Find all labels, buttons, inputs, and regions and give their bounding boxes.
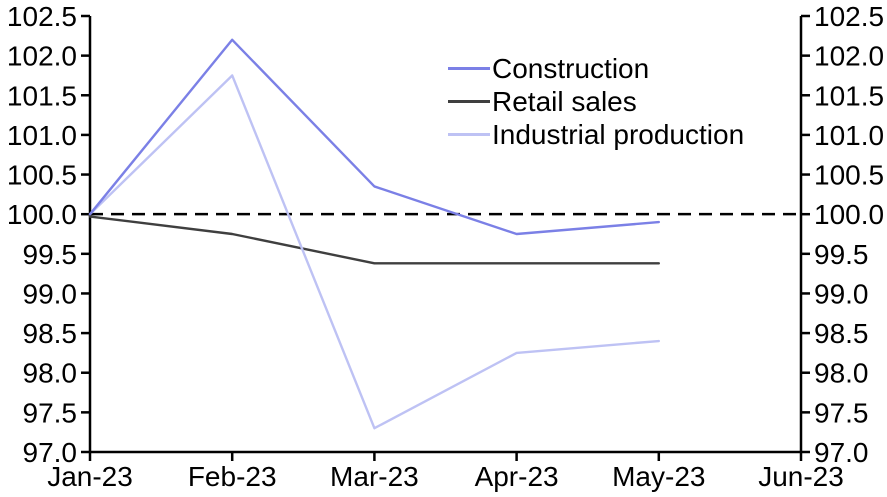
x-tick-label: Apr-23 (475, 461, 559, 492)
y-tick-label-right: 101.5 (814, 80, 884, 111)
y-tick-label-left: 100.5 (7, 160, 77, 191)
y-tick-label-left: 101.0 (7, 120, 77, 151)
y-tick-label-right: 99.0 (814, 278, 869, 309)
y-tick-label-left: 100.0 (7, 199, 77, 230)
y-tick-label-right: 101.0 (814, 120, 884, 151)
legend-item-retail-sales: Retail sales (448, 85, 744, 118)
construction-line-swatch (448, 67, 490, 70)
x-tick-label: Feb-23 (188, 461, 277, 492)
x-tick-label: Mar-23 (330, 461, 419, 492)
y-tick-label-right: 102.0 (814, 41, 884, 72)
y-tick-label-left: 98.0 (23, 358, 78, 389)
series-line-retail-sales (88, 215, 660, 265)
legend-item-industrial-production: Industrial production (448, 118, 744, 151)
y-tick-label-right: 99.5 (814, 239, 869, 270)
x-tick-label: May-23 (612, 461, 705, 492)
chart-legend: Construction Retail sales Industrial pro… (448, 52, 744, 151)
retail-sales-line-swatch (448, 100, 490, 103)
y-tick-label-left: 99.5 (23, 239, 78, 270)
industrial-production-line-swatch (448, 133, 490, 136)
x-tick-label: Jan-23 (47, 461, 133, 492)
y-tick-label-right: 97.0 (814, 437, 869, 468)
y-tick-label-left: 99.0 (23, 278, 78, 309)
y-tick-label-right: 97.5 (814, 397, 869, 428)
y-tick-label-right: 100.0 (814, 199, 884, 230)
y-tick-label-right: 98.0 (814, 358, 869, 389)
legend-label-retail-sales: Retail sales (492, 85, 637, 117)
legend-label-industrial-production: Industrial production (492, 118, 745, 150)
y-tick-label-left: 97.0 (23, 437, 78, 468)
y-tick-label-left: 97.5 (23, 397, 78, 428)
y-tick-label-left: 98.5 (23, 318, 78, 349)
series-line-industrial-production (88, 74, 660, 430)
y-tick-label-right: 102.5 (814, 1, 884, 32)
legend-label-construction: Construction (492, 52, 650, 84)
y-tick-label-right: 98.5 (814, 318, 869, 349)
y-tick-label-left: 101.5 (7, 80, 77, 111)
x-tick-label: Jun-23 (758, 461, 844, 492)
legend-item-construction: Construction (448, 52, 744, 85)
series-line-construction (88, 38, 660, 236)
y-tick-label-left: 102.5 (7, 1, 77, 32)
y-tick-label-right: 100.5 (814, 160, 884, 191)
y-tick-label-left: 102.0 (7, 41, 77, 72)
